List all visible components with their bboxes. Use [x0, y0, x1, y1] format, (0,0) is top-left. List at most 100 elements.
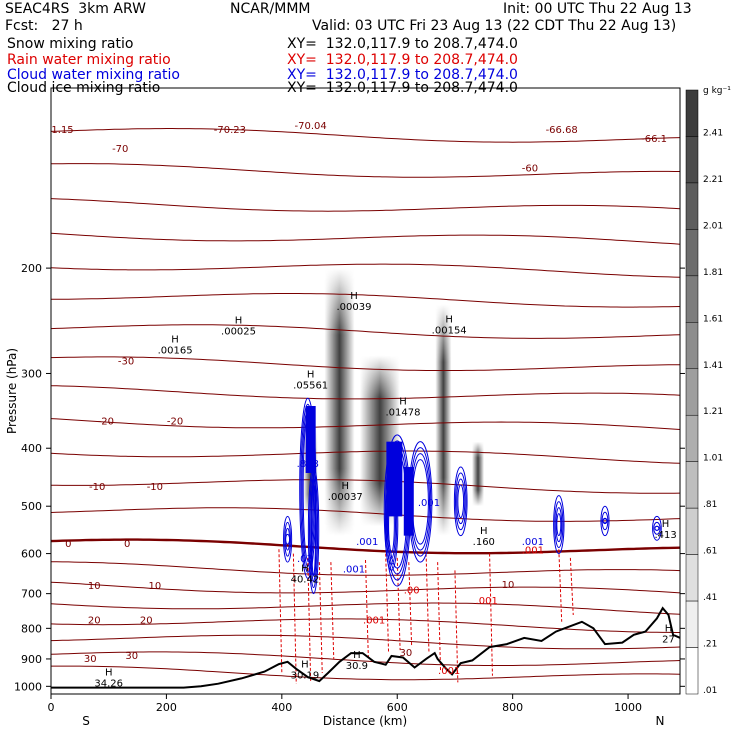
cloud-contour — [283, 515, 293, 563]
colorbar-unit: g kg⁻¹ — [703, 86, 731, 96]
extremum-h-marker: H — [301, 563, 309, 574]
cloud-contour — [309, 472, 319, 589]
extremum-label: .00037 — [328, 492, 363, 503]
cloud-contour — [453, 466, 468, 537]
cloud-contour — [653, 521, 661, 535]
temperature-label: 30 — [125, 651, 138, 662]
cloud-core — [386, 441, 403, 517]
cloud-label: .001 — [343, 564, 365, 575]
cloud-contour — [285, 533, 291, 545]
y-tick-label: 800 — [21, 622, 42, 635]
temperature-label: -10 — [147, 482, 163, 493]
cloud-core — [403, 467, 414, 536]
temperature-label: -10 — [89, 482, 105, 493]
temperature-label: -60 — [522, 164, 538, 175]
colorbar-box — [685, 275, 699, 323]
snow-streak — [324, 268, 355, 536]
colorbar-box — [685, 229, 699, 277]
cloud-label: .001 — [418, 498, 440, 509]
x-tick-label: 600 — [387, 701, 408, 714]
colorbar-label: .81 — [703, 500, 717, 510]
cloud-contour — [311, 484, 317, 577]
extremum-h-marker: H — [399, 397, 407, 408]
x-end-left: S — [82, 714, 90, 728]
extremum-h-marker: H — [235, 315, 243, 326]
temperature-contours — [51, 128, 680, 681]
extremum-h-marker: H — [301, 659, 309, 670]
org-label: NCAR/MMM — [230, 1, 311, 17]
colorbar-label: 2.41 — [703, 128, 723, 138]
colorbar-label: 1.01 — [703, 454, 723, 464]
colorbar-label: .21 — [703, 640, 717, 650]
extremum-label: 30.19 — [291, 670, 320, 681]
rain-contour — [385, 553, 390, 654]
extremum-label: .413 — [654, 530, 676, 541]
init-time: Init: 00 UTC Thu 22 Aug 13 — [503, 1, 692, 17]
rain-contour — [330, 562, 335, 659]
extremum-label: 40.42 — [291, 574, 320, 585]
extremum-h-marker: H — [445, 314, 453, 325]
colorbar-box — [685, 461, 699, 509]
isotherm — [51, 618, 680, 633]
isotherm — [51, 418, 680, 430]
rain-contour — [408, 562, 413, 648]
extremum-label: .00165 — [158, 346, 193, 357]
snow-streak — [435, 304, 452, 536]
colorbar-box — [685, 647, 699, 695]
cloud-contour — [556, 513, 562, 537]
temperature-label: 30 — [400, 648, 413, 659]
temperature-label: 20 — [140, 615, 153, 626]
edge-value-label: 1.15 — [51, 125, 73, 136]
isotherm — [51, 479, 680, 494]
rain-contour — [569, 557, 574, 616]
colorbar-label: .61 — [703, 547, 717, 557]
colorbar: 2.41 2.21 2.01 1.81 1.61 1.41 1.21 1.01 .81 .61 .4… — [685, 89, 723, 696]
temperature-label: 0 — [124, 539, 130, 550]
edge-value-label: -70.23 — [214, 125, 246, 136]
colorbar-label: .41 — [703, 593, 717, 603]
extremum-label: 30.9 — [346, 661, 368, 672]
y-tick-label: 300 — [21, 367, 42, 380]
cloud-contour — [553, 495, 565, 555]
colorbar-box — [685, 507, 699, 555]
cloud-contour — [285, 527, 291, 551]
cloud-contour — [284, 521, 291, 557]
cloud-label: .808 — [297, 459, 319, 470]
extremum-label: .00039 — [336, 302, 371, 313]
rain-contour — [318, 562, 323, 674]
cloud-contour — [455, 472, 467, 531]
rain-contour — [558, 549, 563, 622]
isotherm — [51, 561, 680, 576]
terrain-line — [51, 606, 680, 689]
extremum-label: .01478 — [386, 408, 421, 419]
cloud-contour — [457, 484, 465, 519]
terrain-profile — [51, 606, 680, 689]
legend-snow-name: Snow mixing ratio — [7, 36, 134, 52]
extremum-h-marker: H — [480, 526, 488, 537]
extremum-label: .160 — [473, 537, 495, 548]
y-tick-label: 500 — [21, 500, 42, 513]
cloud-contour — [555, 507, 563, 543]
colorbar-label: .01 — [703, 686, 717, 696]
cloud-contour — [310, 478, 317, 583]
temperature-label: 0 — [65, 539, 71, 550]
temperature-label: -70 — [112, 144, 128, 155]
rain-label: .00 — [404, 586, 420, 597]
isotherm — [51, 507, 680, 522]
cloud-contour — [554, 501, 564, 549]
extremum-label: .05561 — [293, 381, 328, 392]
x-tick-label: 200 — [156, 701, 177, 714]
cloud-contour — [654, 525, 660, 531]
isotherm — [51, 651, 680, 666]
legend-rain-name: Rain water mixing ratio — [7, 52, 171, 68]
isotherm — [51, 324, 680, 339]
cloud-contour — [601, 511, 609, 531]
colorbar-label: 1.81 — [703, 268, 723, 278]
colorbar-box — [685, 136, 699, 184]
extremum-h-marker: H — [342, 481, 350, 492]
y-tick-label: 400 — [21, 442, 42, 455]
y-tick-label: 1000 — [14, 680, 42, 693]
legend-rain-xy: XY= 132.0,117.9 to 208.7,474.0 — [287, 52, 518, 68]
